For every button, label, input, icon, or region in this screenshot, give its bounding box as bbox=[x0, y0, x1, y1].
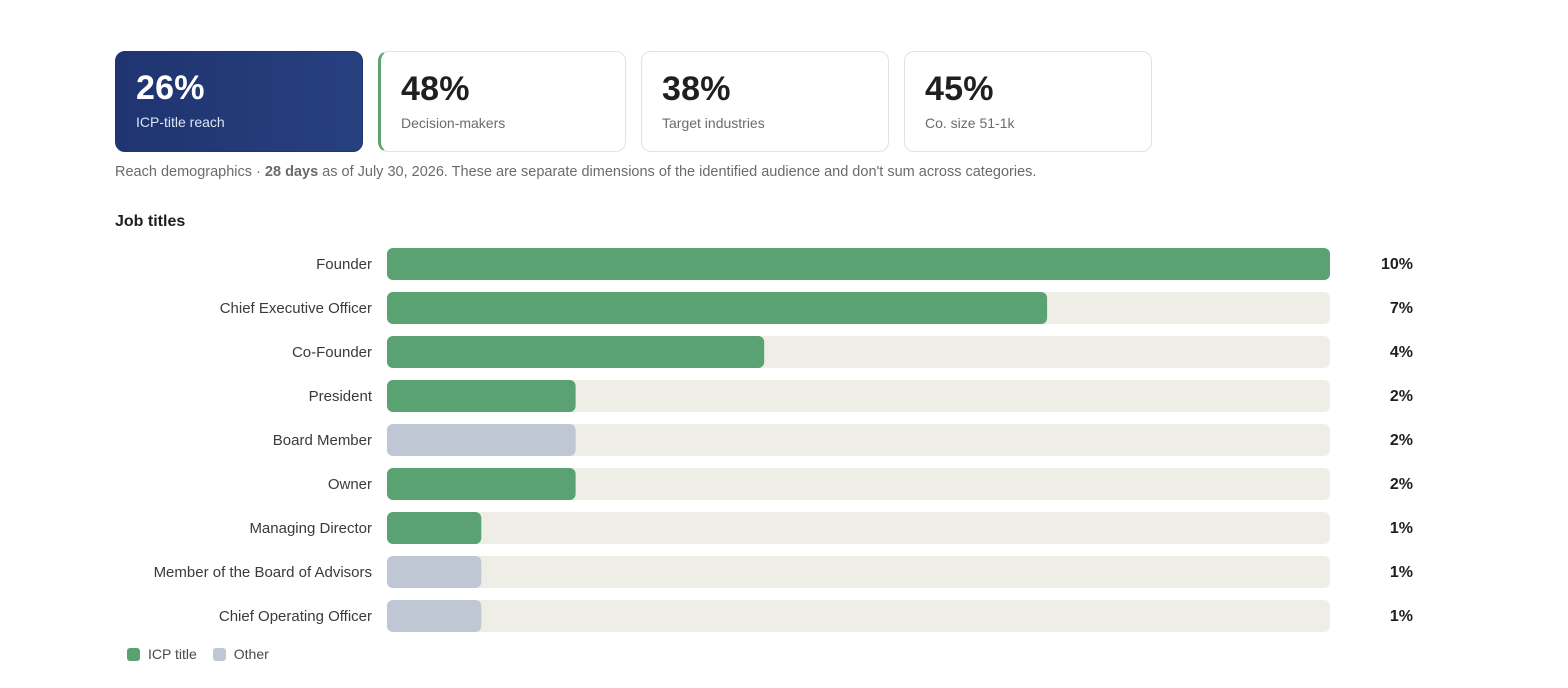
bar-managing-director bbox=[387, 512, 482, 544]
kpi-value: 45% bbox=[925, 70, 994, 108]
value-label-chief-executive-officer: 7% bbox=[1390, 300, 1413, 317]
kpi-value: 48% bbox=[401, 70, 470, 108]
category-label-board-member: Board Member bbox=[273, 432, 372, 449]
bar-track-member-of-the-board-of-advisors bbox=[387, 556, 1330, 588]
kpi-label: Decision-makers bbox=[401, 115, 506, 131]
value-label-chief-operating-officer: 1% bbox=[1390, 608, 1413, 625]
legend-swatch-other bbox=[212, 647, 226, 661]
bar-co-founder bbox=[387, 336, 765, 368]
kpi-label: ICP-title reach bbox=[136, 114, 225, 130]
note-period: 28 days bbox=[264, 164, 319, 180]
value-label-managing-director: 1% bbox=[1390, 520, 1413, 537]
bar-president bbox=[387, 380, 576, 412]
kpi-card-company-size[interactable]: 45% Co. size 51-1k bbox=[904, 51, 1152, 152]
kpi-label: Target industries bbox=[662, 115, 765, 131]
value-label-member-of-the-board-of-advisors: 1% bbox=[1390, 564, 1413, 581]
value-label-board-member: 2% bbox=[1390, 432, 1413, 449]
bar-track-owner bbox=[387, 468, 1330, 500]
bar-chief-executive-officer bbox=[387, 292, 1048, 324]
legend-swatch-icp bbox=[127, 647, 140, 661]
bar-track-managing-director bbox=[387, 512, 1330, 544]
category-label-owner: Owner bbox=[328, 476, 372, 493]
kpi-cards: 26% ICP-title reach 48% Decision-makers … bbox=[115, 51, 1152, 152]
category-label-chief-operating-officer: Chief Operating Officer bbox=[219, 608, 372, 625]
bar-track-board-member bbox=[387, 424, 1330, 456]
value-label-founder: 10% bbox=[1381, 256, 1413, 273]
note-suffix: as of July 30, 2026. These are separate … bbox=[318, 164, 1037, 180]
kpi-card-icp-title-reach[interactable]: 26% ICP-title reach bbox=[115, 51, 363, 152]
category-label-co-founder: Co-Founder bbox=[292, 344, 372, 361]
legend-item-other: Other bbox=[212, 646, 269, 662]
value-label-owner: 2% bbox=[1390, 476, 1413, 493]
category-label-chief-executive-officer: Chief Executive Officer bbox=[220, 300, 372, 317]
bar-founder bbox=[387, 248, 1330, 280]
note-prefix: Reach demographics · bbox=[115, 164, 265, 180]
bar-member-of-the-board-of-advisors bbox=[387, 556, 482, 588]
section-title-job-titles: Job titles bbox=[115, 213, 186, 230]
bar-track-president bbox=[387, 380, 1330, 412]
bar-chief-operating-officer bbox=[387, 600, 482, 632]
kpi-value: 38% bbox=[662, 70, 731, 108]
kpi-card-decision-makers[interactable]: 48% Decision-makers bbox=[378, 51, 626, 152]
legend-label-other: Other bbox=[233, 646, 269, 662]
chart-legend: ICP title Other bbox=[127, 646, 285, 662]
legend-label-icp: ICP title bbox=[148, 646, 197, 662]
category-label-founder: Founder bbox=[316, 256, 372, 273]
value-label-co-founder: 4% bbox=[1390, 344, 1413, 361]
kpi-card-target-industries[interactable]: 38% Target industries bbox=[641, 51, 889, 152]
demographics-note: Reach demographics · 28 days as of July … bbox=[115, 164, 1036, 180]
bar-owner bbox=[387, 468, 576, 500]
category-label-president: President bbox=[309, 388, 373, 405]
kpi-value: 26% bbox=[136, 69, 205, 107]
kpi-label: Co. size 51-1k bbox=[925, 115, 1015, 131]
bar-track-chief-operating-officer bbox=[387, 600, 1330, 632]
category-label-managing-director: Managing Director bbox=[249, 520, 372, 537]
value-label-president: 2% bbox=[1390, 388, 1413, 405]
legend-item-icp-title: ICP title bbox=[127, 646, 197, 662]
category-label-member-of-the-board-of-advisors: Member of the Board of Advisors bbox=[154, 564, 372, 581]
bar-board-member bbox=[387, 424, 576, 456]
